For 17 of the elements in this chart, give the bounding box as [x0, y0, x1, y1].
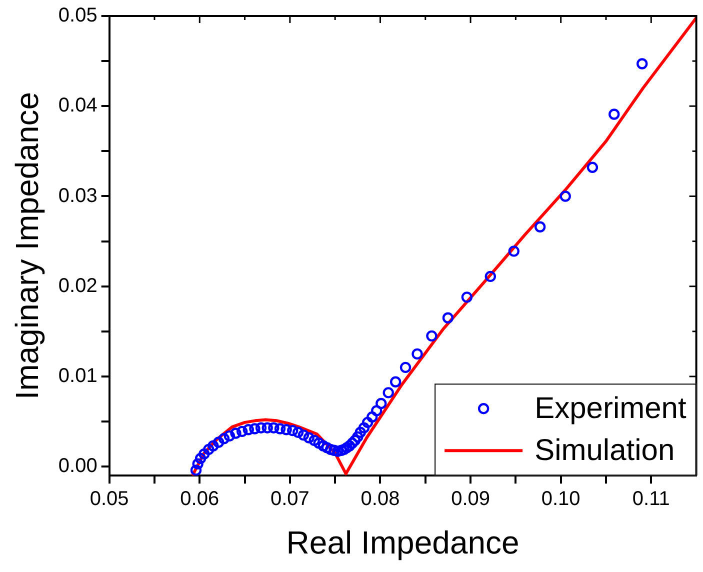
x-tick-label: 0.06: [180, 488, 220, 510]
y-axis-title: Imaginary Impedance: [9, 92, 46, 400]
y-tick-label: 0.03: [58, 184, 98, 207]
legend-label: Experiment: [534, 392, 687, 425]
x-tick-label: 0.09: [451, 488, 490, 510]
y-tick-label: 0.02: [58, 274, 98, 297]
x-tick-label: 0.08: [360, 488, 400, 510]
y-tick-label: 0.00: [58, 455, 98, 478]
x-tick-label: 0.07: [270, 488, 310, 510]
x-axis-title: Real Impedance: [286, 524, 520, 561]
x-tick-label: 0.11: [632, 488, 670, 510]
y-tick-label: 0.04: [58, 94, 98, 117]
x-tick-label: 0.05: [90, 488, 129, 510]
x-tick-label: 0.10: [541, 488, 580, 510]
y-tick-label: 0.05: [58, 4, 98, 27]
legend-label: Simulation: [534, 434, 675, 467]
y-tick-label: 0.01: [58, 364, 98, 387]
